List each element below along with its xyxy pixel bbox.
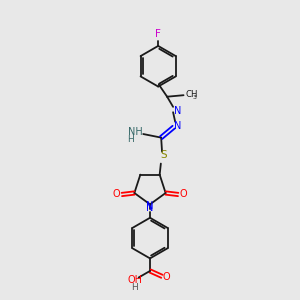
Text: NH: NH	[128, 127, 143, 137]
Text: N: N	[146, 203, 154, 213]
Text: O: O	[163, 272, 170, 282]
Text: O: O	[179, 190, 187, 200]
Text: O: O	[113, 190, 121, 200]
Text: H: H	[127, 135, 134, 144]
Text: CH: CH	[185, 90, 197, 99]
Text: N: N	[146, 200, 154, 211]
Text: H: H	[131, 283, 138, 292]
Text: S: S	[160, 150, 166, 160]
Text: 3: 3	[193, 95, 197, 100]
Text: F: F	[155, 29, 161, 39]
Text: OH: OH	[127, 275, 142, 286]
Text: N: N	[174, 106, 181, 116]
Text: N: N	[174, 121, 182, 131]
